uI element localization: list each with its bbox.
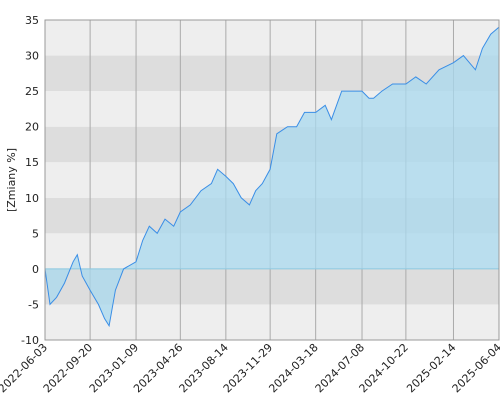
plot-border [44,19,500,341]
y-tick-label: 10 [25,192,39,205]
y-tick-label: -10 [21,334,39,347]
y-axis-label: [Zmiany %] [5,148,18,212]
y-tick-label: 0 [32,263,39,276]
band [45,304,499,340]
y-tick-label: 30 [25,50,39,63]
y-tick-label: 15 [25,156,39,169]
y-tick-label: 35 [25,14,39,27]
line [44,26,500,328]
y-tick-label: 25 [25,85,39,98]
y-tick-label: 20 [25,121,39,134]
y-tick-label: 5 [32,227,39,240]
area [45,27,499,326]
y-tick-label: -5 [28,298,39,311]
band [45,20,499,56]
